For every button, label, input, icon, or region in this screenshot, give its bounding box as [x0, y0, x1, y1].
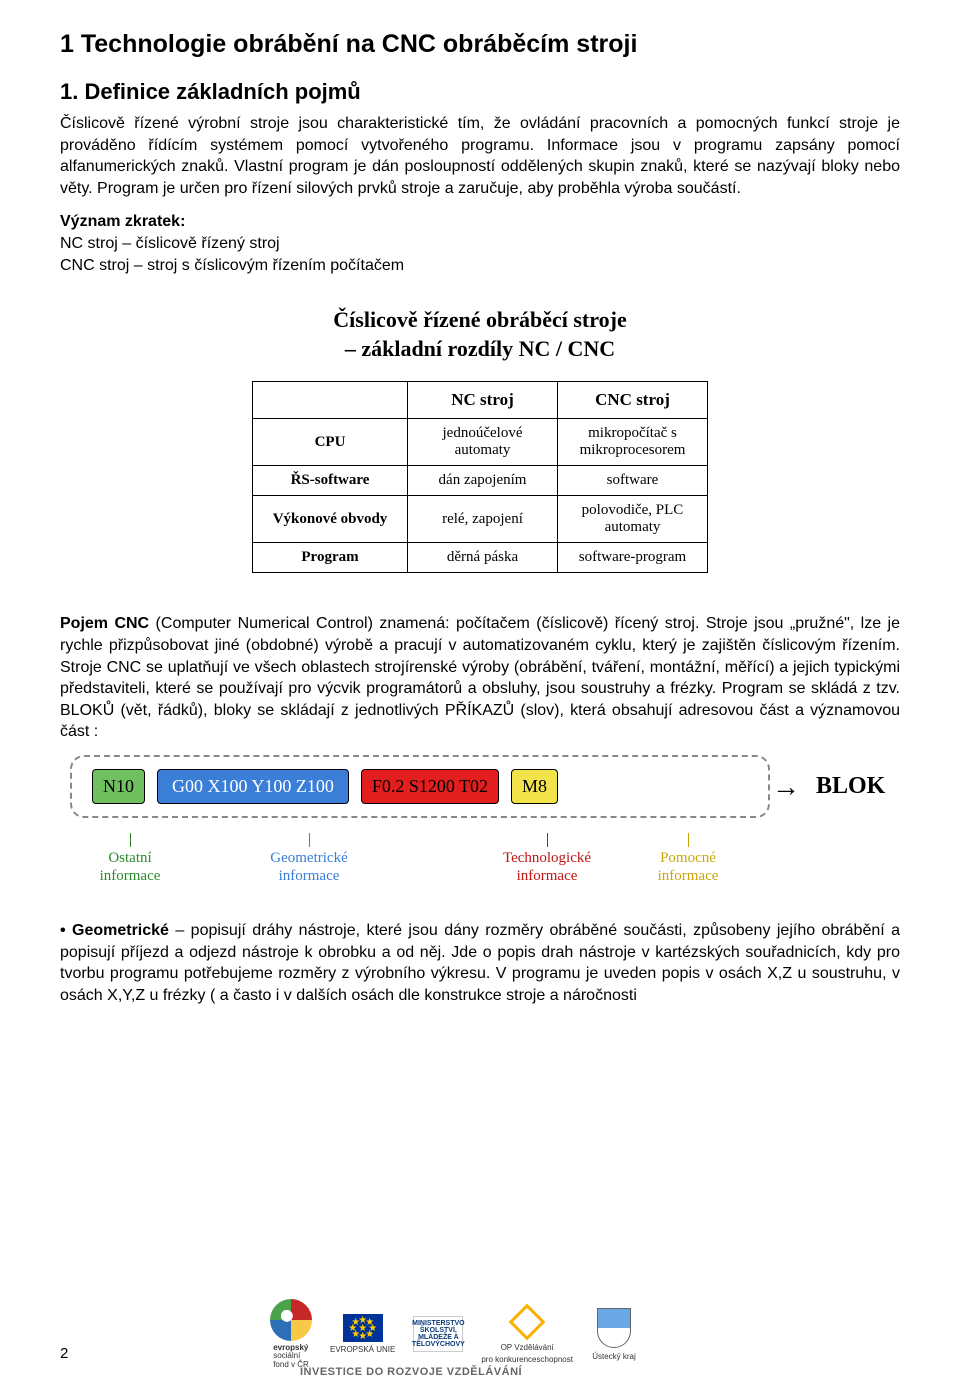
th-cnc: CNC stroj	[558, 382, 708, 419]
cnc-bold: Pojem CNC	[60, 615, 149, 632]
abbrev-label: Význam zkratek:	[60, 213, 185, 230]
table-title: Číslicově řízené obráběcí stroje – zákla…	[60, 306, 900, 363]
caption-geometricke: Geometrickéinformace	[166, 817, 452, 885]
blok-box-n: N10	[92, 769, 145, 804]
geometric-text: – popisují dráhy nástroje, které jsou dá…	[60, 922, 900, 1004]
cnc-paragraph: Pojem CNC (Computer Numerical Control) z…	[60, 613, 900, 743]
kraj-logo: Ústecký kraj	[591, 1307, 637, 1361]
abbrev-line-2: CNC stroj – stroj s číslicovým řízením p…	[60, 257, 404, 274]
blok-box-m: M8	[511, 769, 558, 804]
th-nc: NC stroj	[408, 382, 558, 419]
table-row: ŘS-software dán zapojením software	[253, 466, 708, 496]
th-blank	[253, 382, 408, 419]
abbrev-line-1: NC stroj – číslicově řízený stroj	[60, 235, 280, 252]
caption-technologicke: Technologickéinformace	[452, 817, 642, 885]
page-title: 1 Technologie obrábění na CNC obráběcím …	[60, 30, 900, 59]
footer-logos: evropský sociální fond v ČR EVROPSKÁ UNI…	[270, 1299, 637, 1370]
table-row: Program děrná páska software-program	[253, 543, 708, 573]
table-row: Výkonové obvody relé, zapojení polovodič…	[253, 496, 708, 543]
blok-diagram: N10 G00 X100 Y100 Z100 F0.2 S1200 T02 M8…	[70, 755, 890, 890]
caption-ostatni: Ostatníinformace	[94, 817, 166, 885]
comparison-table: NC stroj CNC stroj CPU jednoúčelové auto…	[252, 381, 708, 573]
eu-logo: EVROPSKÁ UNIE	[330, 1314, 395, 1354]
opvk-logo: OP Vzdělávání pro konkurenceschopnost	[481, 1304, 573, 1364]
caption-pomocne: Pomocnéinformace	[642, 817, 734, 885]
page-number: 2	[60, 1345, 68, 1362]
table-row: CPU jednoúčelové automaty mikropočítač s…	[253, 419, 708, 466]
section-heading: 1. Definice základních pojmů	[60, 79, 900, 105]
blok-title: BLOK	[816, 773, 885, 800]
blok-box-g: G00 X100 Y100 Z100	[157, 769, 349, 804]
geometric-paragraph: • Geometrické – popisují dráhy nástroje,…	[60, 920, 900, 1006]
invest-tagline: INVESTICE DO ROZVOJE VZDĚLÁVÁNÍ	[300, 1366, 522, 1378]
table-title-l1: Číslicově řízené obráběcí stroje	[333, 307, 626, 332]
arrow-icon: →	[772, 771, 800, 803]
geometric-bold: • Geometrické	[60, 922, 169, 939]
intro-paragraph: Číslicově řízené výrobní stroje jsou cha…	[60, 113, 900, 199]
esf-logo: evropský sociální fond v ČR	[270, 1299, 312, 1370]
blok-box-f: F0.2 S1200 T02	[361, 769, 499, 804]
table-title-l2: – základní rozdíly NC / CNC	[345, 336, 615, 361]
msmt-logo: MINISTERSTVO ŠKOLSTVÍ, MLÁDEŽE A TĚLOVÝC…	[413, 1316, 463, 1352]
abbrev-block: Význam zkratek: NC stroj – číslicově říz…	[60, 211, 900, 276]
